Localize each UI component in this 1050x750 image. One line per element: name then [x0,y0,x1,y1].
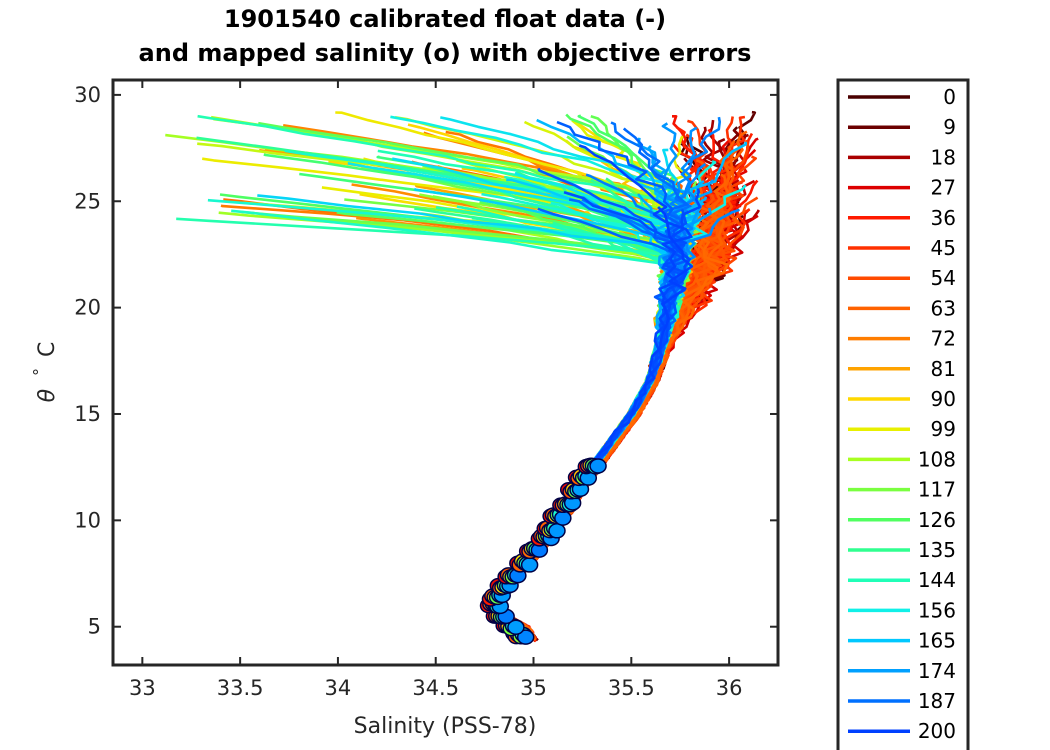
y-tick-label: 15 [74,402,101,426]
x-tick-label: 34.5 [412,676,459,700]
y-tick-label: 30 [74,83,101,107]
mapped-salinity-marker [516,629,535,645]
legend-label: 117 [918,478,956,502]
chart-title-line-1: 1901540 calibrated float data (-) [224,5,666,33]
y-axis-label-symbol: θ [35,388,60,402]
legend-label: 187 [918,689,956,713]
legend-label: 156 [918,598,956,622]
legend-label: 0 [943,85,956,109]
legend-label: 165 [918,629,956,653]
y-axis-label: θ ° C [26,342,60,403]
x-tick-label: 35 [520,676,547,700]
y-tick-label: 20 [74,296,101,320]
legend: 0 9 18 27 36 45 54 63 72 81 90 99 108 117 126 135 144 156… [836,78,970,750]
legend-label: 54 [931,266,956,290]
legend-label: 27 [931,176,956,200]
mapped-salinity-marker [507,619,525,635]
legend-label: 174 [918,659,956,683]
y-tick-label: 5 [88,615,101,639]
legend-box [836,78,970,750]
x-tick-label: 34 [325,676,352,700]
axes-box [111,78,780,667]
mapped-salinity-marker [520,557,539,573]
x-tick-label: 33 [129,676,156,700]
y-axis-label-degree: ° [30,368,49,376]
legend-label: 126 [918,508,956,532]
legend-label: 63 [931,296,956,320]
svg-text:θ ° C: θ ° C [26,342,60,403]
legend-label: 18 [931,145,956,169]
x-tick-label: 36 [716,676,743,700]
x-axis-ticks: 33 33.5 34 34.5 35 35.5 36 [129,80,742,700]
y-axis-ticks: 5 10 15 20 25 30 [74,83,778,639]
x-tick-label: 35.5 [608,676,655,700]
legend-label: 81 [931,357,956,381]
mapped-salinity-markers [479,457,607,645]
legend-label: 45 [931,236,956,260]
y-tick-label: 10 [74,508,101,532]
y-axis-label-unit: C [35,342,60,357]
mapped-salinity-marker [554,510,572,526]
legend-label: 200 [918,719,956,743]
y-tick-label: 25 [74,189,101,213]
legend-label: 9 [943,115,956,139]
legend-label: 72 [931,327,956,351]
legend-label: 36 [931,206,956,230]
x-axis-label: Salinity (PSS-78) [354,714,537,739]
legend-label: 108 [918,447,956,471]
chart-title-line-2: and mapped salinity (o) with objective e… [139,39,752,67]
legend-label: 99 [931,417,956,441]
mapped-salinity-marker [589,458,607,474]
x-tick-label: 33.5 [217,676,264,700]
legend-label: 144 [918,568,956,592]
legend-label: 135 [918,538,956,562]
legend-label: 90 [931,387,956,411]
